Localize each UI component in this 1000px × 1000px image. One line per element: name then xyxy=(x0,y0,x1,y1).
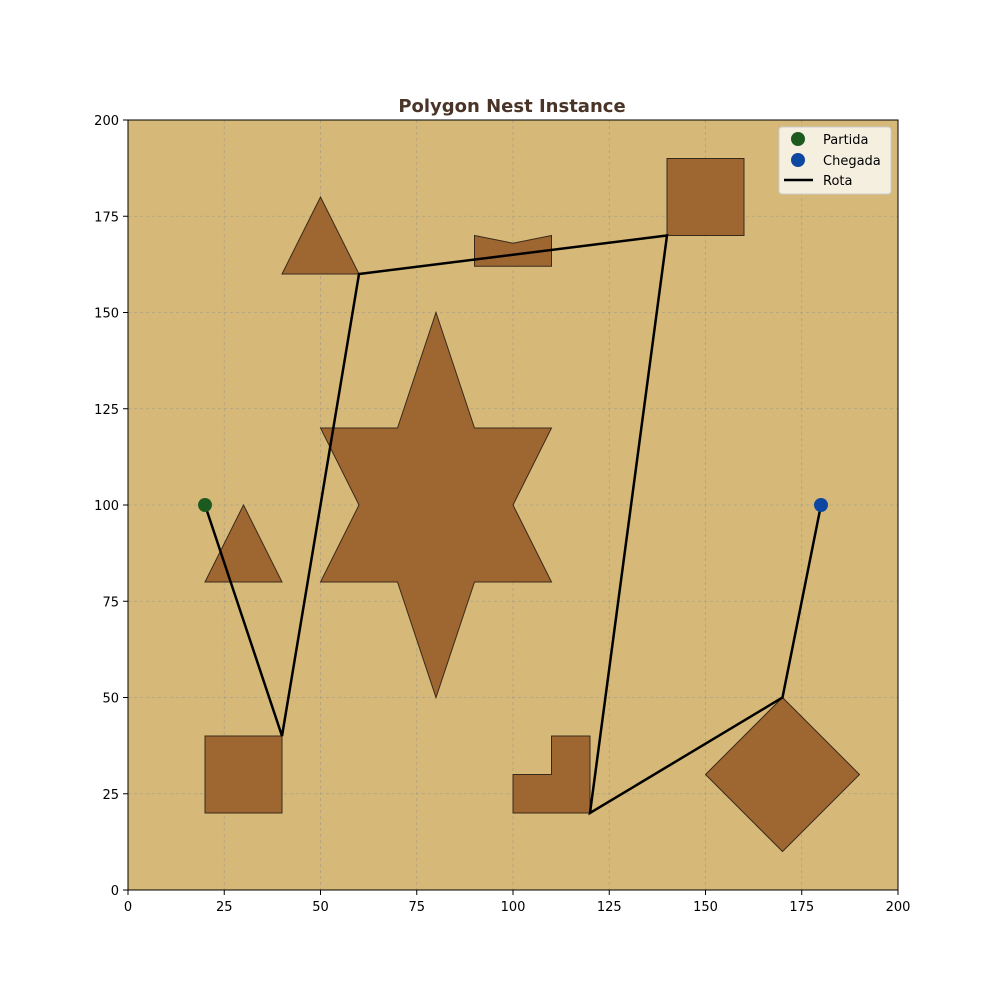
y-tick-label: 150 xyxy=(94,307,119,322)
start-marker xyxy=(198,498,212,512)
x-tick-label: 0 xyxy=(124,900,132,915)
y-tick-label: 175 xyxy=(94,210,119,225)
axis-ticks: 0 25 50 75 100 125 150 175 200 0 25 50 75 100 125 150 17… xyxy=(94,114,910,915)
y-tick-label: 75 xyxy=(102,595,119,610)
obstacle-star-center xyxy=(319,310,553,700)
y-tick-label: 100 xyxy=(94,499,119,514)
legend-label-start: Partida xyxy=(823,133,869,148)
goal-marker xyxy=(814,498,828,512)
route xyxy=(203,234,823,816)
route-line xyxy=(203,234,823,816)
markers xyxy=(198,498,828,512)
obstacle-bowtie-top xyxy=(474,234,552,267)
legend-goal-marker xyxy=(791,153,805,167)
x-tick-label: 125 xyxy=(597,900,622,915)
x-tick-label: 175 xyxy=(789,900,814,915)
obstacles xyxy=(204,158,861,853)
x-tick-label: 200 xyxy=(886,900,911,915)
x-tick-label: 25 xyxy=(216,900,233,915)
chart-title: Polygon Nest Instance xyxy=(398,96,625,117)
legend-label-route: Rota xyxy=(823,174,852,189)
y-tick-label: 125 xyxy=(94,403,119,418)
legend: Partida Chegada Rota xyxy=(778,126,892,195)
obstacle-triangle-top xyxy=(281,195,360,275)
x-tick-label: 50 xyxy=(312,900,329,915)
legend-box xyxy=(778,126,892,195)
x-tick-label: 100 xyxy=(501,900,526,915)
y-tick-label: 50 xyxy=(102,692,119,707)
y-tick-label: 200 xyxy=(94,114,119,129)
y-tick-label: 0 xyxy=(111,884,119,899)
legend-start-marker xyxy=(791,132,805,146)
legend-label-goal: Chegada xyxy=(823,154,881,169)
x-tick-label: 150 xyxy=(693,900,718,915)
obstacle-square-top-right xyxy=(666,158,745,236)
x-tick-label: 75 xyxy=(408,900,425,915)
obstacle-square-bottom-left xyxy=(204,735,283,814)
y-tick-label: 25 xyxy=(102,788,119,803)
